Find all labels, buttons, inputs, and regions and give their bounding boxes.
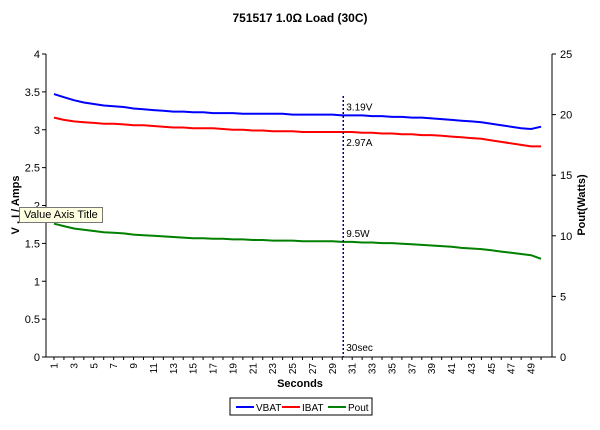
x-tick-label: 49 bbox=[527, 363, 538, 375]
x-tick-label: 39 bbox=[427, 363, 438, 375]
legend-label-pout: Pout bbox=[348, 403, 369, 414]
right-tick-label: 5 bbox=[560, 291, 566, 303]
x-tick-label: 13 bbox=[169, 363, 180, 375]
x-axis-label[interactable]: Seconds bbox=[277, 378, 323, 390]
y-axis-label-left[interactable]: V , I / Amps bbox=[10, 176, 22, 235]
x-tick-label: 27 bbox=[308, 363, 319, 375]
x-tick-label: 15 bbox=[189, 363, 200, 375]
series-line-vbat[interactable] bbox=[53, 93, 542, 131]
x-tick-label: 3 bbox=[69, 363, 80, 369]
left-axis-ticks: 0 0.5 1 1.5 2 2.5 3 3.5 4 bbox=[25, 49, 46, 364]
x-axis-ticks: 1 3 5 7 9 11 13 15 17 19 21 23 25 27 29 31 33 35 37 39 41 43 4… bbox=[50, 357, 542, 374]
x-tick-label: 45 bbox=[487, 363, 498, 375]
x-tick-label: 23 bbox=[268, 363, 279, 375]
x-tick-label: 47 bbox=[507, 363, 518, 375]
marker-label: 30sec bbox=[346, 343, 373, 354]
x-tick-label: 9 bbox=[129, 363, 140, 369]
plot-area[interactable] bbox=[45, 54, 553, 358]
x-tick-label: 11 bbox=[149, 363, 160, 374]
annotations: 3.19V 2.97A 9.5W bbox=[346, 102, 372, 240]
series-line-pout[interactable] bbox=[53, 222, 542, 260]
legend[interactable]: VBAT IBAT Pout bbox=[229, 397, 373, 416]
right-tick-label: 25 bbox=[560, 49, 572, 61]
x-tick-label: 41 bbox=[447, 363, 458, 375]
right-axis-ticks: 0 5 10 15 20 25 bbox=[552, 49, 572, 364]
left-tick-label: 3.5 bbox=[25, 87, 40, 99]
series-lines bbox=[53, 93, 542, 260]
legend-label-ibat: IBAT bbox=[302, 403, 323, 414]
y-axis-label-right[interactable]: Pout(Watts) bbox=[576, 174, 588, 236]
chart-title: 751517 1.0Ω Load (30C) bbox=[232, 11, 367, 25]
legend-label-vbat: VBAT bbox=[256, 403, 281, 414]
annotation-label: 9.5W bbox=[346, 229, 370, 240]
x-tick-label: 1 bbox=[50, 363, 61, 369]
x-tick-label: 21 bbox=[248, 363, 259, 375]
annotation-label: 2.97A bbox=[346, 138, 372, 149]
left-tick-label: 2 bbox=[34, 201, 40, 213]
marker-30sec: 30sec bbox=[342, 96, 373, 357]
x-tick-label: 17 bbox=[209, 363, 220, 375]
legend-items: VBAT IBAT Pout bbox=[236, 403, 369, 414]
x-tick-label: 33 bbox=[368, 363, 379, 375]
legend-box bbox=[229, 397, 373, 416]
right-tick-label: 20 bbox=[560, 110, 572, 122]
right-tick-label: 0 bbox=[560, 352, 566, 364]
x-tick-label: 7 bbox=[109, 363, 120, 369]
left-tick-label: 2.5 bbox=[25, 163, 40, 175]
left-tick-label: 0 bbox=[34, 352, 40, 364]
x-tick-label: 29 bbox=[328, 363, 339, 375]
annotation-label: 3.19V bbox=[346, 102, 372, 113]
left-tick-label: 4 bbox=[34, 49, 40, 61]
value-axis-tooltip: Value Axis Title bbox=[19, 207, 103, 223]
x-tick-label: 5 bbox=[89, 363, 100, 369]
left-tick-label: 1 bbox=[34, 276, 40, 288]
series-line-ibat[interactable] bbox=[53, 116, 542, 148]
x-tick-label: 37 bbox=[407, 363, 418, 375]
x-tick-label: 31 bbox=[348, 363, 359, 375]
x-tick-label: 35 bbox=[387, 363, 398, 375]
right-tick-label: 10 bbox=[560, 231, 572, 243]
left-tick-label: 1.5 bbox=[25, 238, 40, 250]
right-tick-label: 15 bbox=[560, 170, 572, 182]
x-tick-label: 19 bbox=[228, 363, 239, 375]
left-tick-label: 3 bbox=[34, 125, 40, 137]
x-tick-label: 43 bbox=[467, 363, 478, 375]
x-tick-label: 25 bbox=[288, 363, 299, 375]
left-tick-label: 0.5 bbox=[25, 314, 40, 326]
